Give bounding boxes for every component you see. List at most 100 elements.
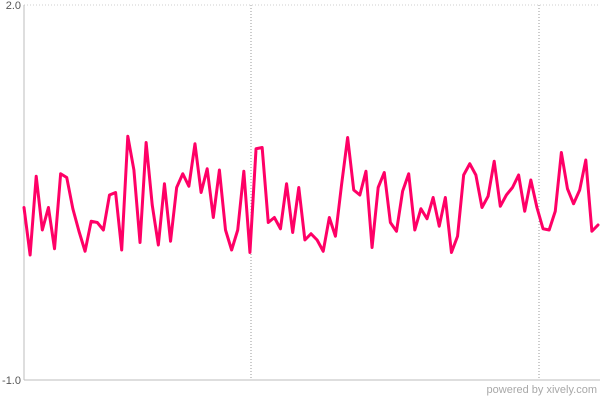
data-point [590, 230, 593, 233]
data-point [71, 207, 74, 210]
data-point [108, 194, 111, 197]
data-point [578, 189, 581, 192]
data-point [487, 195, 490, 198]
data-point [175, 186, 178, 189]
data-point [438, 225, 441, 228]
data-point [261, 146, 264, 149]
data-point [236, 229, 239, 232]
data-point [41, 229, 44, 232]
data-point [468, 162, 471, 165]
data-point [126, 135, 129, 138]
footer-credit[interactable]: powered by xively.com [487, 384, 597, 396]
data-point [114, 191, 117, 194]
data-point [584, 159, 587, 162]
data-point [169, 240, 172, 243]
data-point [432, 196, 435, 199]
data-point [248, 251, 251, 254]
data-point [480, 206, 483, 209]
data-point [139, 241, 142, 244]
data-point [151, 204, 154, 207]
data-point [597, 224, 600, 227]
data-point [358, 194, 361, 197]
data-point [566, 187, 569, 190]
data-point [187, 185, 190, 188]
data-point [206, 167, 209, 170]
data-point [450, 251, 453, 254]
data-point [322, 250, 325, 253]
data-point [456, 235, 459, 238]
data-point [102, 229, 105, 232]
data-point [407, 172, 410, 175]
data-point [535, 206, 538, 209]
data-point [517, 174, 520, 177]
data-point [499, 205, 502, 208]
data-point [47, 206, 50, 209]
data-point [474, 174, 477, 177]
data-point [285, 182, 288, 185]
data-point [29, 254, 32, 257]
data-point [200, 191, 203, 194]
data-point [352, 189, 355, 192]
series-line [22, 134, 600, 257]
data-point [96, 221, 99, 224]
data-point [542, 227, 545, 230]
data-point [401, 190, 404, 193]
data-point [371, 246, 374, 249]
data-point [560, 151, 563, 154]
data-point [529, 179, 532, 182]
data-point [334, 235, 337, 238]
data-point [35, 175, 38, 178]
data-point [346, 136, 349, 139]
data-point [163, 182, 166, 185]
data-point [59, 172, 62, 175]
data-point [328, 216, 331, 219]
data-point [212, 216, 215, 219]
data-point [242, 170, 245, 173]
data-point [230, 249, 233, 252]
data-point [267, 221, 270, 224]
data-point [255, 147, 258, 150]
data-point [84, 250, 87, 253]
data-point [444, 196, 447, 199]
data-point [291, 231, 294, 234]
data-point [426, 217, 429, 220]
data-point [310, 232, 313, 235]
y-tick-label-min: -1.0 [2, 375, 21, 387]
y-tick-label-max: 2.0 [6, 0, 21, 12]
data-point [493, 160, 496, 163]
data-point [279, 227, 282, 230]
data-point [419, 207, 422, 210]
data-point [132, 169, 135, 172]
data-point [23, 206, 26, 209]
data-point [218, 169, 221, 172]
data-point [90, 220, 93, 223]
data-point [303, 239, 306, 242]
data-point [572, 202, 575, 205]
data-point [523, 210, 526, 213]
data-point [53, 247, 56, 250]
data-point [157, 244, 160, 247]
data-point [389, 221, 392, 224]
data-point [377, 186, 380, 189]
data-point [77, 230, 80, 233]
data-point [462, 174, 465, 177]
data-point [383, 171, 386, 174]
data-point [297, 186, 300, 189]
data-point [340, 184, 343, 187]
data-point [395, 230, 398, 233]
data-point [511, 186, 514, 189]
data-point [316, 239, 319, 242]
data-point [181, 172, 184, 175]
data-point [548, 229, 551, 232]
grid [24, 4, 600, 380]
data-point [413, 229, 416, 232]
data-point [145, 141, 148, 144]
data-point [505, 194, 508, 197]
data-point [554, 210, 557, 213]
data-point [273, 216, 276, 219]
data-point [65, 176, 68, 179]
data-point [224, 229, 227, 232]
data-point [120, 249, 123, 252]
data-point [193, 142, 196, 145]
